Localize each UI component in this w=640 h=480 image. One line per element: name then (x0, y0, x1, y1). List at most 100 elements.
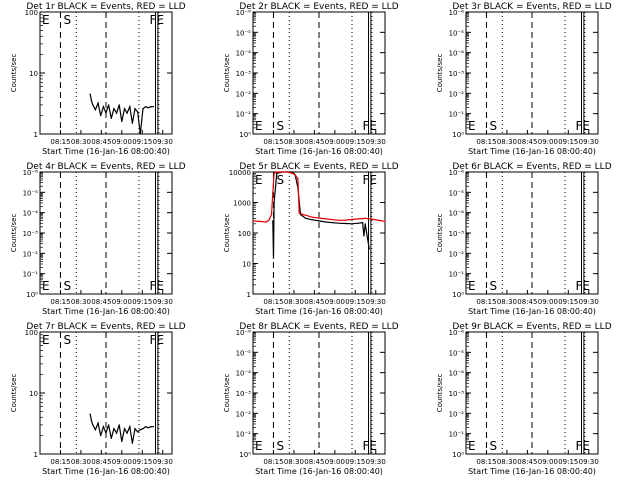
data-point (115, 432, 118, 434)
data-point (105, 112, 107, 114)
x-tick-label: 08:45 (517, 458, 537, 466)
marker-e: E (255, 119, 263, 133)
x-tick-label: 09:00 (538, 138, 558, 146)
x-axis-label: Start Time (16-Jan-16 08:00:40) (468, 307, 596, 316)
marker-s: S (63, 13, 71, 27)
data-point (100, 115, 102, 117)
marker-s: S (63, 333, 71, 347)
y-axis-label: Counts/sec (10, 214, 18, 253)
data-point (126, 432, 128, 434)
y-tick-label: 10⁻⁴ (449, 370, 465, 378)
data-point (361, 221, 364, 224)
events-series-line (272, 171, 370, 259)
data-point (97, 422, 99, 424)
y-tick-label: 10⁻⁵ (236, 29, 252, 37)
x-tick-label: 08:30 (71, 138, 91, 146)
x-tick-label: 08:15 (476, 458, 496, 466)
y-tick-label: 10⁻³ (236, 70, 252, 78)
x-tick-label: 08:45 (91, 298, 111, 306)
panel-det-6r: Det 6r BLACK = Events, RED = LLD 10⁰ 10⁻¹ 1… (436, 162, 612, 316)
x-axis-label: Start Time (16-Jan-16 08:00:40) (255, 307, 383, 316)
data-point (311, 219, 313, 221)
y-axis-label: Counts/sec (436, 214, 444, 253)
x-tick-label: 08:45 (91, 138, 111, 146)
data-point (325, 221, 327, 223)
x-tick-label: 09:15 (345, 458, 365, 466)
data-point (272, 257, 275, 259)
data-point (276, 171, 278, 173)
marker-s: S (276, 439, 284, 453)
data-point (338, 219, 340, 221)
data-point (272, 220, 274, 222)
x-tick-label: 09:00 (112, 458, 132, 466)
marker-e: E (42, 13, 50, 27)
x-tick-label: 09:00 (538, 298, 558, 306)
data-point (325, 218, 327, 220)
y-tick-label: 10⁻³ (449, 390, 465, 398)
marker-s: S (489, 439, 497, 453)
data-point (126, 112, 128, 114)
panel-title: Det 6r BLACK = Events, RED = LLD (452, 162, 611, 172)
y-axis-label: Counts/sec (10, 54, 18, 93)
y-tick-label: 10⁻² (449, 90, 465, 98)
y-tick-label: 10⁻² (23, 250, 39, 258)
x-axis-label: Start Time (16-Jan-16 08:00:40) (42, 147, 170, 156)
data-point (292, 171, 294, 173)
x-tick-label: 08:45 (304, 298, 324, 306)
x-tick-label: 08:30 (284, 458, 304, 466)
y-tick-label: 10 (242, 261, 251, 269)
panel-title: Det 2r BLACK = Events, RED = LLD (239, 2, 398, 12)
marker-fe: FE (150, 279, 164, 293)
x-tick-label: 08:30 (284, 138, 304, 146)
x-tick-label: 09:30 (579, 458, 599, 466)
data-point (311, 216, 313, 218)
y-tick-label: 100 (238, 230, 251, 238)
y-tick-label: 10⁻³ (23, 230, 39, 238)
x-tick-label: 08:15 (263, 458, 283, 466)
y-axis-label: Counts/sec (436, 54, 444, 93)
y-axis-label: Counts/sec (436, 374, 444, 413)
data-point (110, 437, 112, 440)
data-point (123, 108, 126, 110)
panel-det-9r: Det 9r BLACK = Events, RED = LLD 10⁰ 10⁻¹ 1… (436, 322, 612, 476)
data-point (268, 219, 270, 221)
y-tick-label: 10000 (229, 169, 251, 177)
y-axis-label: Counts/sec (223, 374, 231, 413)
y-tick-label: 10⁻⁵ (449, 349, 465, 357)
y-tick-label: 10⁻⁴ (23, 210, 39, 218)
marker-e: E (42, 279, 50, 293)
y-tick-label: 1000 (233, 200, 251, 208)
data-point (121, 440, 123, 443)
panel-title: Det 3r BLACK = Events, RED = LLD (452, 2, 611, 12)
x-axis-label: Start Time (16-Jan-16 08:00:40) (255, 467, 383, 476)
x-tick-label: 09:30 (153, 298, 173, 306)
marker-fe: FE (363, 173, 377, 187)
data-point (265, 221, 267, 223)
data-point (131, 442, 133, 444)
data-point (139, 429, 141, 431)
marker-e: E (42, 333, 50, 347)
x-tick-label: 09:00 (325, 458, 345, 466)
y-tick-label: 10⁰ (26, 291, 38, 299)
x-tick-label: 09:15 (558, 458, 578, 466)
x-tick-label: 08:30 (71, 458, 91, 466)
data-point (150, 426, 152, 428)
marker-e: E (255, 173, 263, 187)
x-tick-label: 08:15 (50, 298, 70, 306)
data-point (338, 222, 340, 224)
y-tick-label: 10⁻⁴ (449, 50, 465, 58)
data-point (94, 109, 97, 111)
y-tick-label: 10⁻⁶ (236, 329, 252, 337)
x-axis-label: Start Time (16-Jan-16 08:00:40) (255, 147, 383, 156)
y-tick-label: 10⁻³ (449, 70, 465, 78)
x-tick-label: 09:00 (112, 298, 132, 306)
data-point (92, 104, 94, 106)
marker-s: S (63, 279, 71, 293)
y-tick-label: 10⁻² (449, 250, 465, 258)
data-point (259, 220, 261, 223)
y-tick-label: 10⁻⁶ (449, 9, 465, 17)
x-tick-label: 09:15 (558, 298, 578, 306)
y-tick-label: 10⁻⁴ (236, 370, 252, 378)
data-point (384, 220, 386, 223)
